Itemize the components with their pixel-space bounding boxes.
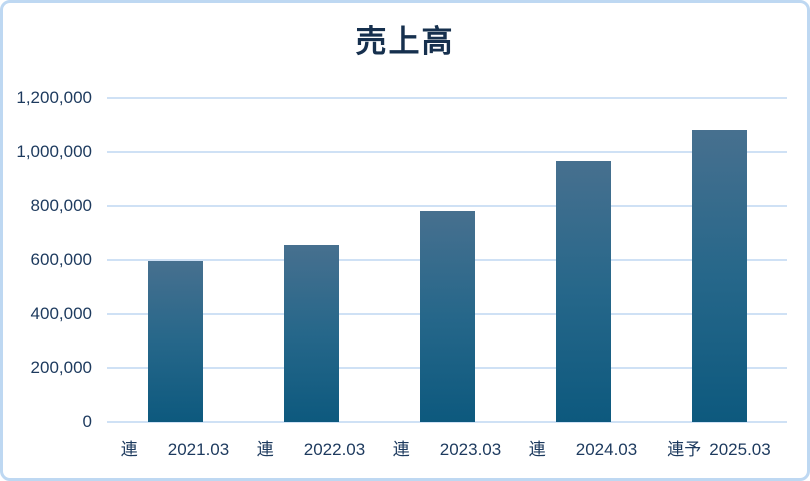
- gridline: [107, 151, 787, 153]
- y-axis-tick-label: 1,000,000: [16, 142, 92, 161]
- x-tick-date: 2024.03: [575, 440, 638, 459]
- x-axis-tick-label: 連 2022.03: [243, 440, 379, 460]
- plot-area: 1,200,000 1,000,000 800,000 600,000 400,000 2…: [3, 3, 807, 478]
- gridline: [107, 97, 787, 99]
- x-tick-prefix: 連: [392, 440, 410, 459]
- x-tick-date: 2025.03: [709, 440, 771, 459]
- x-axis-tick-label: 連 2021.03: [107, 440, 243, 460]
- x-tick-date: 2023.03: [439, 440, 502, 459]
- x-tick-prefix: 連: [528, 440, 546, 459]
- y-axis-tick-label: 400,000: [30, 304, 92, 323]
- bar: [691, 130, 747, 422]
- bar: [555, 161, 611, 422]
- x-tick-prefix: 連: [120, 440, 138, 459]
- bar: [147, 261, 203, 422]
- x-tick-date: 2022.03: [303, 440, 366, 459]
- y-axis-tick-label: 200,000: [30, 358, 92, 377]
- y-axis-tick-label: 0: [82, 412, 92, 431]
- y-axis-tick-label: 800,000: [30, 196, 92, 215]
- x-tick-date: 2021.03: [167, 440, 230, 459]
- gridline: [107, 205, 787, 207]
- x-axis-tick-label: 連 2024.03: [515, 440, 651, 460]
- x-axis-tick-label: 連 2023.03: [379, 440, 515, 460]
- bar: [419, 211, 475, 422]
- bar: [283, 245, 339, 422]
- x-tick-prefix: 連: [256, 440, 274, 459]
- x-tick-prefix: 連予: [667, 440, 702, 459]
- x-axis-tick-label: 連予 2025.03: [651, 440, 787, 460]
- y-axis-tick-label: 600,000: [30, 250, 92, 269]
- gridline: [107, 421, 787, 423]
- chart-title: 売上高: [355, 24, 455, 59]
- y-axis-tick-label: 1,200,000: [16, 88, 92, 107]
